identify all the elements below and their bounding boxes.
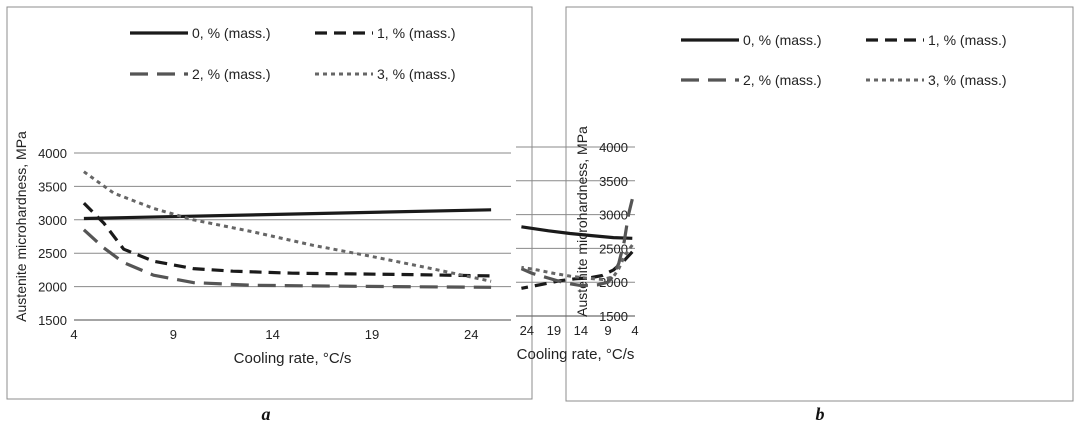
legend-entry: 1, % (mass.) [377, 25, 456, 41]
y-tick-label: 2500 [599, 241, 628, 256]
legend-entry: 3, % (mass.) [928, 72, 1007, 88]
legend-entry: 0, % (mass.) [743, 32, 822, 48]
y-axis-label: Austenite microhardness, MPa [574, 126, 590, 317]
y-tick-label: 2000 [599, 275, 628, 290]
x-tick-label: 4 [631, 323, 638, 338]
x-tick-label: 9 [170, 327, 177, 342]
y-tick-label: 3500 [38, 179, 67, 194]
x-axis-label: Cooling rate, °C/s [517, 346, 635, 363]
legend-entry: 2, % (mass.) [192, 66, 271, 82]
y-tick-label: 2000 [38, 280, 67, 295]
legend-entry: 1, % (mass.) [928, 32, 1007, 48]
panel-frame [565, 6, 1074, 402]
x-tick-label: 19 [547, 323, 561, 338]
series-line-1 [82, 201, 492, 278]
x-tick-label: 24 [464, 327, 478, 342]
series-line-3 [521, 244, 634, 281]
legend-entry: 3, % (mass.) [377, 66, 456, 82]
series-line-0 [521, 225, 633, 240]
y-tick-label: 4000 [38, 146, 67, 161]
y-tick-label: 3000 [38, 213, 67, 228]
chart-panel-a: 1500 2000 2500 3000 3500 4000 4 9 14 19 24 Cooling … [6, 6, 533, 424]
x-tick-label: 19 [365, 327, 379, 342]
x-tick-label: 14 [265, 327, 279, 342]
panel-label: b [816, 404, 825, 424]
series-line-2 [82, 228, 492, 289]
series-line-1 [521, 250, 634, 290]
x-tick-label: 14 [574, 323, 588, 338]
y-tick-label: 1500 [38, 313, 67, 328]
y-axis-label: Austenite microhardness, MPa [13, 131, 29, 322]
legend-entry: 0, % (mass.) [192, 25, 271, 41]
legend-entry: 2, % (mass.) [743, 72, 822, 88]
panel-frame [6, 6, 533, 400]
series-line-3 [83, 170, 492, 283]
y-tick-label: 3000 [599, 208, 628, 223]
series-line-0 [83, 208, 492, 221]
panel-label: a [262, 404, 271, 424]
y-tick-label: 4000 [599, 140, 628, 155]
series-line-2 [520, 198, 634, 288]
y-tick-label: 1500 [599, 309, 628, 324]
x-tick-label: 9 [604, 323, 611, 338]
y-tick-label: 2500 [38, 246, 67, 261]
x-axis-label: Cooling rate, °C/s [234, 350, 352, 367]
x-tick-label: 24 [520, 323, 534, 338]
chart-panel-b: 1500 2000 2500 3000 3500 4000 4 9 14 19 24 Cooling … [516, 6, 1074, 424]
x-tick-label: 4 [70, 327, 77, 342]
y-tick-label: 3500 [599, 174, 628, 189]
